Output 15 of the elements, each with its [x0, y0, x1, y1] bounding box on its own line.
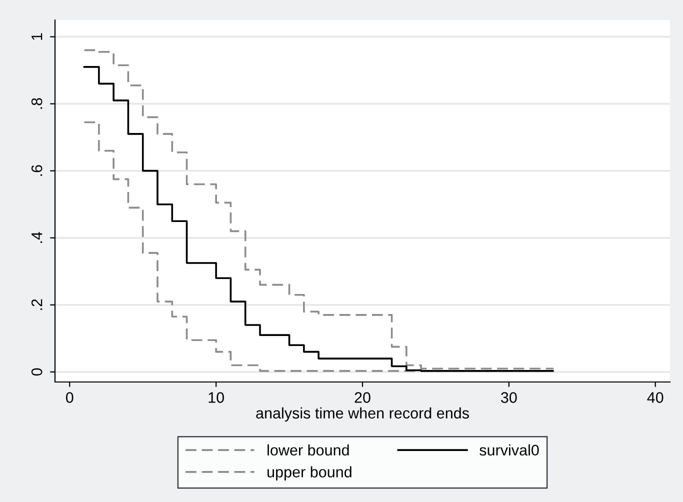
x-tick-label: 20 [354, 392, 370, 403]
y-tick-label: 1 [32, 33, 42, 40]
x-tick-label: 40 [647, 392, 664, 403]
y-tick-label: 0 [31, 368, 42, 376]
y-tick-label: .8 [31, 98, 42, 109]
y-tick-label: .4 [32, 232, 42, 243]
legend-label: upper bound [268, 466, 352, 480]
y-tick-label: .2 [31, 299, 42, 310]
legend-label: survival0 [480, 444, 539, 456]
x-tick-label: 0 [66, 392, 74, 403]
x-tick-label: 10 [208, 392, 224, 403]
x-axis-title: analysis time when record ends [256, 407, 469, 422]
y-tick-label: .6 [31, 165, 42, 176]
x-tick-label: 30 [501, 392, 517, 403]
legend-label: lower bound [268, 444, 349, 456]
